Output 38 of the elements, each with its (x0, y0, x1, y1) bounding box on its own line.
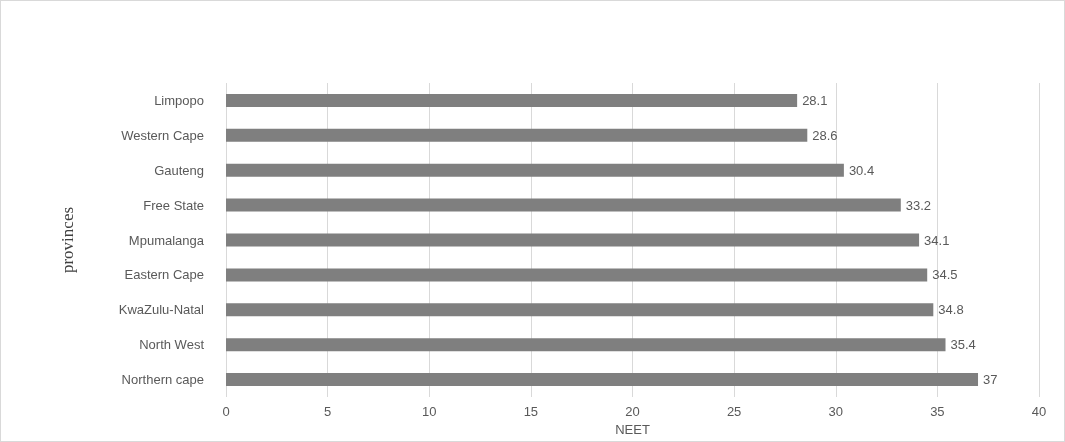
data-label: 34.8 (938, 302, 964, 318)
y-tick-label: Northern cape (121, 372, 204, 388)
data-label: 28.6 (812, 127, 838, 143)
y-tick-label: Gauteng (154, 162, 204, 178)
x-tick-label: 10 (422, 404, 437, 419)
y-tick-label: Limpopo (154, 92, 204, 108)
x-tick-label: 20 (625, 404, 640, 419)
bar (226, 198, 901, 212)
y-tick-label: North West (139, 337, 205, 353)
y-tick-label: Free State (143, 197, 204, 213)
data-label: 34.5 (932, 267, 958, 283)
x-tick-label: 5 (324, 404, 332, 419)
x-tick-label: 30 (828, 404, 843, 419)
x-tick-label: 40 (1031, 404, 1047, 419)
x-axis-title: NEET (615, 422, 650, 437)
y-tick-label: Mpumalanga (128, 232, 205, 248)
bar (226, 128, 808, 142)
bar (226, 338, 946, 352)
y-tick-label: Western Cape (121, 127, 204, 143)
x-tick-label: 15 (523, 404, 539, 419)
bar (226, 163, 844, 177)
bar (226, 233, 920, 247)
y-tick-label: Eastern Cape (124, 267, 204, 283)
data-label: 37 (983, 372, 998, 388)
data-label: 35.4 (950, 337, 976, 353)
bar (226, 268, 928, 282)
bar (226, 303, 934, 317)
x-tick-label: 25 (726, 404, 742, 419)
y-tick-label: KwaZulu-Natal (118, 302, 205, 318)
data-label: 33.2 (905, 197, 932, 213)
data-label: 28.1 (802, 92, 828, 108)
bar (226, 93, 798, 107)
bar (226, 373, 979, 387)
x-tick-label: 0 (222, 404, 230, 419)
x-tick-label: 35 (930, 404, 945, 419)
y-axis-title: provinces (58, 206, 77, 274)
data-label: 30.4 (848, 162, 875, 178)
data-label: 34.1 (924, 232, 950, 248)
